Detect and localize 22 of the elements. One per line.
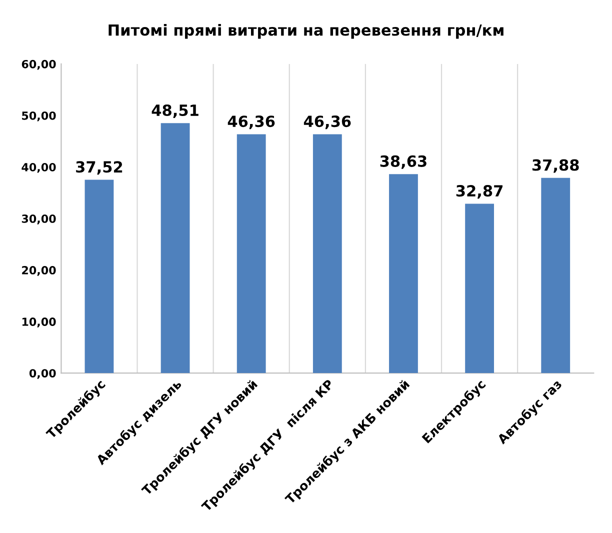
- data-label: 37,52: [76, 161, 122, 175]
- data-label: 46,36: [228, 116, 275, 130]
- bar: [465, 204, 494, 374]
- bar: [389, 174, 418, 374]
- data-label: 46,36: [304, 116, 351, 130]
- bar: [160, 123, 190, 374]
- y-tick-label: 50,00: [22, 111, 56, 122]
- data-label: 48,51: [152, 104, 198, 118]
- bar: [236, 134, 266, 374]
- data-label: 37,88: [532, 159, 579, 173]
- y-tick-label: 10,00: [22, 318, 56, 328]
- bar: [541, 178, 570, 374]
- y-tick-label: 40,00: [22, 162, 56, 173]
- y-tick-label: 30,00: [22, 214, 56, 224]
- bar: [312, 134, 342, 374]
- y-tick-label: 60,00: [22, 60, 56, 70]
- bar: [84, 180, 114, 374]
- y-tick-label: 0,00: [29, 369, 56, 379]
- data-label: 32,87: [456, 185, 502, 199]
- chart-title: Питомі прямі витрати на перевезення грн/км: [108, 24, 504, 39]
- y-tick-label: 20,00: [22, 266, 56, 276]
- data-label: 38,63: [380, 155, 426, 169]
